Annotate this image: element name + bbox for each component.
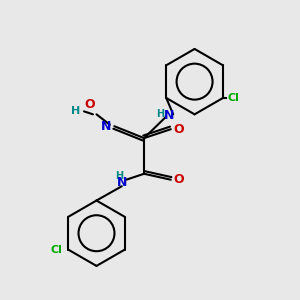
Text: H: H: [156, 109, 164, 119]
Text: O: O: [84, 98, 95, 111]
Text: Cl: Cl: [50, 244, 62, 255]
Text: O: O: [173, 123, 184, 136]
Text: N: N: [117, 176, 127, 189]
Text: Cl: Cl: [227, 93, 239, 103]
Text: N: N: [164, 109, 175, 122]
Text: H: H: [71, 106, 80, 116]
Text: O: O: [173, 173, 184, 186]
Text: N: N: [100, 120, 111, 133]
Text: H: H: [115, 171, 123, 181]
